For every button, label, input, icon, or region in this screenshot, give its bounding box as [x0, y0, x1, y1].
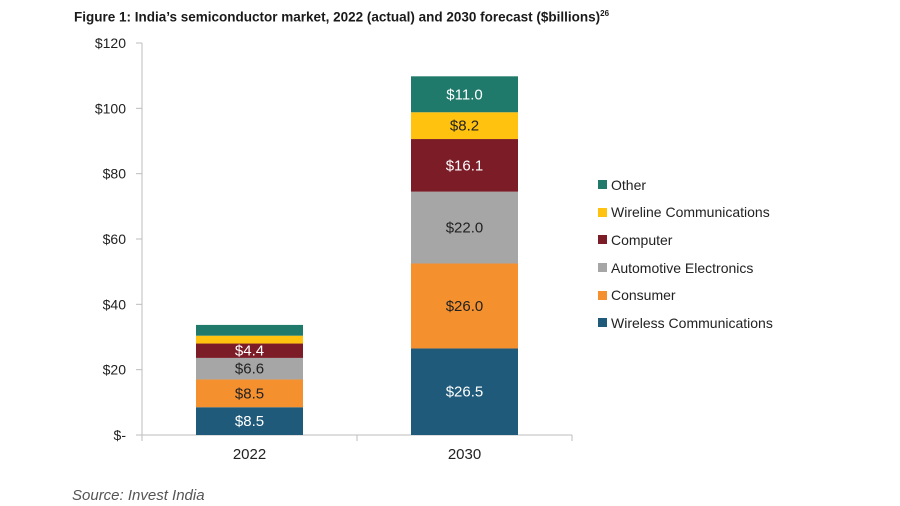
- y-tick-label: $-: [114, 427, 127, 443]
- title-footnote: 26: [600, 9, 610, 18]
- legend-label: Other: [611, 176, 647, 193]
- bar-2022-consumer: [196, 379, 303, 408]
- legend-item: Other: [598, 171, 773, 199]
- bar-2030-consumer: [411, 263, 518, 349]
- y-tick-label: $40: [103, 296, 127, 312]
- x-tick-label: 2022: [233, 446, 266, 463]
- bar-2030-automotive-electronics: [411, 191, 518, 264]
- bar-2022-wireless-communications: [196, 407, 303, 435]
- legend-item: Computer: [598, 226, 773, 254]
- data-label: $26.5: [446, 384, 484, 401]
- legend-label: Wireline Communications: [611, 204, 770, 221]
- data-label: $22.0: [446, 220, 484, 237]
- y-tick-label: $60: [103, 231, 127, 247]
- data-label: $8.2: [450, 118, 479, 135]
- legend-label: Computer: [611, 231, 673, 248]
- chart-legend: Other Wireline Communications Computer Auto…: [598, 171, 773, 337]
- bar-2022-computer: [196, 343, 303, 358]
- legend-swatch: [598, 235, 607, 245]
- legend-swatch: [598, 207, 607, 217]
- chart-title-text: Figure 1: India’s semiconductor market, …: [74, 9, 601, 25]
- source-note: Source: Invest India: [72, 487, 205, 504]
- legend-label: Consumer: [611, 287, 676, 304]
- data-label: $6.6: [235, 361, 264, 378]
- data-label: $8.5: [235, 413, 264, 430]
- legend-swatch: [598, 180, 607, 190]
- data-label: $16.1: [446, 157, 484, 174]
- data-label: $4.4: [235, 343, 264, 360]
- x-tick-label: 2030: [448, 446, 481, 463]
- data-label: $8.5: [235, 385, 264, 402]
- data-label: $26.0: [446, 298, 484, 315]
- legend-swatch: [598, 290, 607, 300]
- bar-2030-other: [411, 76, 518, 113]
- y-tick-label: $80: [103, 166, 127, 182]
- bar-2022-other: [196, 324, 303, 336]
- legend-swatch: [598, 318, 607, 328]
- bar-2030-computer: [411, 139, 518, 192]
- y-tick-label: $120: [95, 35, 126, 51]
- bar-2022-wireline-communications: [196, 335, 303, 344]
- legend-item: Wireline Communications: [598, 199, 773, 227]
- legend-swatch: [598, 263, 607, 273]
- data-label: $11.0: [446, 86, 482, 103]
- y-tick-label: $100: [95, 100, 126, 116]
- legend-label: Wireless Communications: [611, 314, 773, 331]
- bar-2022-automotive-electronics: [196, 357, 303, 380]
- legend-label: Automotive Electronics: [611, 259, 754, 276]
- chart-title: Figure 1: India’s semiconductor market, …: [74, 9, 609, 25]
- legend-item: Automotive Electronics: [598, 254, 773, 282]
- legend-item: Consumer: [598, 281, 773, 309]
- bar-2030-wireless-communications: [411, 348, 518, 435]
- bar-2030-wireline-communications: [411, 112, 518, 140]
- legend-item: Wireless Communications: [598, 309, 773, 337]
- y-tick-label: $20: [103, 362, 127, 378]
